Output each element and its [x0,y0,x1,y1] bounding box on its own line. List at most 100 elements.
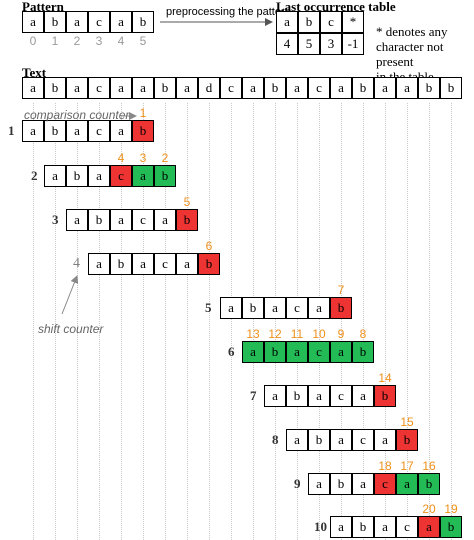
mismatch-cell: c [374,473,396,495]
mismatch-cell: b [374,385,396,407]
last-occurrence-value: 4 [276,33,298,55]
pattern-cell: b [242,297,264,319]
preprocess-label: preprocessing the pattern [166,6,291,18]
pattern-cell: c [330,385,352,407]
text-cell: c [88,77,110,99]
pattern-cell: a [22,11,44,33]
column-guide [121,103,122,540]
text-cell: b [352,77,374,99]
pattern-cell: a [308,297,330,319]
shift-label: 2 [31,168,38,183]
column-guide [165,103,166,540]
last-occurrence-value: 3 [320,33,342,55]
comparison-counter: 16 [422,459,436,473]
column-guide [363,103,364,540]
pattern-cell: a [110,120,132,142]
pattern-cell: a [132,253,154,275]
text-cell: a [286,77,308,99]
pattern-cell: a [352,385,374,407]
match-cell: b [440,516,462,538]
column-guide [319,103,320,540]
text-cell: a [374,77,396,99]
comparison-counter: 9 [337,327,345,341]
pattern-cell: a [110,209,132,231]
column-guide [253,103,254,540]
text-cell: b [44,77,66,99]
pattern-heading: Pattern [22,0,64,14]
text-heading: Text [22,65,47,80]
pattern-cell: b [44,11,66,33]
comparison-counter: 10 [312,327,326,341]
comparison-counter: 11 [290,327,304,341]
last-occurrence-key: * [342,11,364,33]
pattern-cell: a [154,209,176,231]
match-cell: a [396,473,418,495]
text-cell: c [308,77,330,99]
match-cell: a [132,165,154,187]
text-cell: a [396,77,418,99]
pattern-cell: b [44,120,66,142]
last-occurrence-key: a [276,11,298,33]
pattern-cell: a [176,253,198,275]
comparison-counter: 13 [246,327,260,341]
column-guide [341,103,342,540]
shift-label: 10 [314,519,327,534]
mismatch-cell: b [198,253,220,275]
comparison-counter: 1 [139,106,147,120]
comparison-counter: 7 [337,283,345,297]
shift-label: 9 [294,476,301,491]
text-cell: a [242,77,264,99]
pattern-cell: a [110,11,132,33]
pattern-index: 2 [73,34,81,48]
text-cell: b [154,77,176,99]
comparison-counter: 20 [422,502,436,516]
pattern-cell: a [374,516,396,538]
wildcard-note-line: * denotes any [376,24,448,39]
pattern-index: 3 [95,34,103,48]
comparison-counter: 5 [183,195,191,209]
pattern-cell: b [308,429,330,451]
pattern-cell: a [330,429,352,451]
pattern-index: 4 [117,34,125,48]
last-occurrence-value: 5 [298,33,320,55]
last-occurrence-key: c [320,11,342,33]
column-guide [77,103,78,540]
shift-label: 6 [228,344,235,359]
pattern-cell: b [352,516,374,538]
text-cell: a [330,77,352,99]
text-cell: b [418,77,440,99]
pattern-cell: a [220,297,242,319]
comparison-counter-label: comparison counter [24,108,130,122]
column-guide [297,103,298,540]
mismatch-cell: b [330,297,352,319]
pattern-cell: a [374,429,396,451]
pattern-cell: c [396,516,418,538]
text-cell: d [198,77,220,99]
mismatch-cell: c [110,165,132,187]
column-guide [209,103,210,540]
comparison-counter: 12 [268,327,282,341]
pattern-index: 5 [139,34,147,48]
comparison-counter: 2 [161,151,169,165]
pattern-cell: b [330,473,352,495]
text-cell: a [66,77,88,99]
comparison-counter: 15 [400,415,414,429]
comparison-counter: 8 [359,327,367,341]
text-cell: a [110,77,132,99]
text-cell: a [132,77,154,99]
pattern-cell: c [88,11,110,33]
shift-counter-label: shift counter [38,322,104,336]
comparison-counter: 3 [139,151,147,165]
shift-label: 8 [272,432,279,447]
column-guide [275,103,276,540]
match-cell: b [418,473,440,495]
last-occurrence-value: -1 [342,33,364,55]
shift-label: 5 [205,300,212,315]
column-guide [429,103,430,540]
column-guide [33,103,34,540]
column-guide [99,103,100,540]
comparison-counter: 18 [378,459,392,473]
wildcard-note-line: character not present [376,39,444,69]
